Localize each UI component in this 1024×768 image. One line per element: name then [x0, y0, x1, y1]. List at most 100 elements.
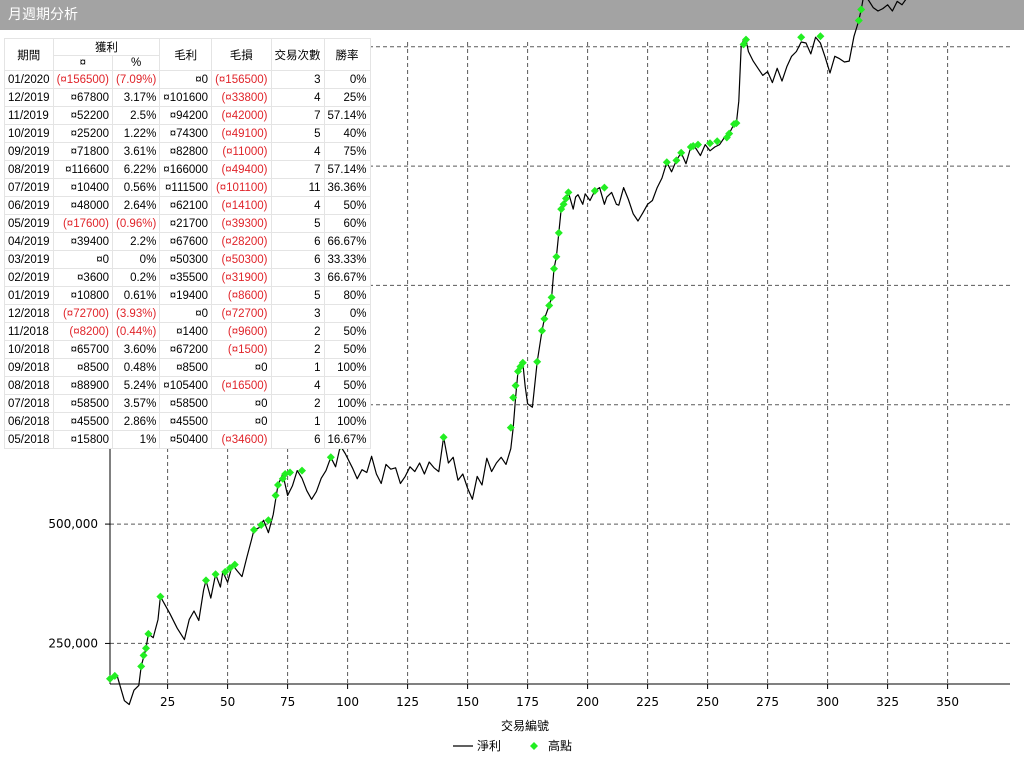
cell-trades: 4 — [270, 376, 325, 395]
cell-gross-profit: ¤74300 — [159, 124, 213, 143]
table-row: 07/2019 ¤10400 0.56% ¤111500 (¤101100) 11 36.3… — [4, 178, 371, 197]
legend-high-point-label: 高點 — [548, 738, 572, 753]
high-point-marker — [600, 183, 609, 192]
cell-profit-pct: (0.44%) — [112, 322, 161, 341]
y-tick-label: 500,000 — [48, 517, 98, 531]
cell-gross-profit: ¤0 — [159, 304, 213, 323]
table-row: 01/2020 (¤156500) (7.09%) ¤0 (¤156500) 3 0% — [4, 70, 371, 89]
high-point-marker — [533, 357, 542, 366]
cell-gross-profit: ¤35500 — [159, 268, 213, 287]
cell-profit-amount: ¤88900 — [52, 376, 114, 395]
cell-period: 02/2019 — [4, 268, 54, 287]
header-gross-profit: 毛利 — [159, 38, 213, 71]
cell-win-rate: 57.14% — [323, 106, 371, 125]
high-point-marker — [547, 293, 556, 302]
cell-win-rate: 40% — [323, 124, 371, 143]
cell-trades: 11 — [270, 178, 325, 197]
x-tick-label: 225 — [636, 695, 659, 709]
cell-gross-loss: (¤42000) — [211, 106, 272, 125]
x-tick-label: 25 — [160, 695, 175, 709]
cell-profit-pct: 3.17% — [112, 88, 161, 107]
x-tick-label: 50 — [220, 695, 235, 709]
cell-profit-pct: 5.24% — [112, 376, 161, 395]
cell-win-rate: 50% — [323, 322, 371, 341]
cell-gross-profit: ¤8500 — [159, 358, 213, 377]
cell-period: 01/2020 — [4, 70, 54, 89]
cell-win-rate: 16.67% — [323, 430, 371, 449]
monthly-performance-table: 期間 獲利 毛利 毛損 交易次數 勝率 ¤ % 01/2020 (¤156500)… — [4, 38, 371, 449]
cell-period: 07/2018 — [4, 394, 54, 413]
cell-gross-loss: (¤14100) — [211, 196, 272, 215]
cell-period: 03/2019 — [4, 250, 54, 269]
high-point-marker — [538, 326, 546, 335]
table-row: 04/2019 ¤39400 2.2% ¤67600 (¤28200) 6 66.67% — [4, 232, 371, 251]
high-point-marker — [144, 629, 153, 638]
high-point-marker — [509, 393, 518, 402]
table-row: 11/2019 ¤52200 2.5% ¤94200 (¤42000) 7 57.14% — [4, 106, 371, 125]
cell-gross-loss: (¤49100) — [211, 124, 272, 143]
y-tick-label: 250,000 — [48, 636, 98, 650]
cell-profit-pct: 2.64% — [112, 196, 161, 215]
cell-win-rate: 33.33% — [323, 250, 371, 269]
cell-gross-loss: (¤1500) — [211, 340, 272, 359]
table-row: 03/2019 ¤0 0% ¤50300 (¤50300) 6 33.33% — [4, 250, 371, 269]
table-row: 09/2019 ¤71800 3.61% ¤82800 (¤11000) 4 75% — [4, 142, 371, 161]
cell-profit-amount: ¤48000 — [52, 196, 114, 215]
cell-win-rate: 100% — [323, 412, 371, 431]
cell-win-rate: 100% — [323, 358, 371, 377]
cell-trades: 1 — [270, 358, 325, 377]
cell-trades: 6 — [270, 232, 325, 251]
cell-period: 05/2018 — [4, 430, 54, 449]
cell-gross-profit: ¤94200 — [159, 106, 213, 125]
cell-period: 12/2018 — [4, 304, 54, 323]
high-point-marker — [564, 188, 573, 197]
table-subheader-row: ¤ % — [5, 55, 371, 71]
cell-period: 09/2018 — [4, 358, 54, 377]
high-point-marker — [264, 516, 273, 525]
high-point-marker — [725, 129, 734, 138]
cell-win-rate: 50% — [323, 196, 371, 215]
cell-profit-amount: (¤156500) — [52, 70, 114, 89]
cell-period: 06/2018 — [4, 412, 54, 431]
cell-period: 04/2019 — [4, 232, 54, 251]
cell-period: 11/2018 — [4, 322, 54, 341]
table-row: 10/2018 ¤65700 3.60% ¤67200 (¤1500) 2 50% — [4, 340, 371, 359]
high-point-marker — [854, 16, 863, 25]
cell-win-rate: 66.67% — [323, 268, 371, 287]
cell-profit-amount: ¤39400 — [52, 232, 114, 251]
cell-gross-loss: (¤8600) — [211, 286, 272, 305]
cell-gross-loss: (¤39300) — [211, 214, 272, 233]
cell-profit-pct: (3.93%) — [112, 304, 161, 323]
cell-gross-loss: (¤9600) — [211, 322, 272, 341]
x-tick-label: 150 — [456, 695, 479, 709]
high-point-marker — [226, 564, 234, 573]
high-point-marker — [221, 567, 230, 576]
cell-trades: 6 — [270, 250, 325, 269]
cell-gross-loss: (¤34600) — [211, 430, 272, 449]
cell-trades: 3 — [270, 268, 325, 287]
cell-gross-loss: (¤101100) — [211, 178, 272, 197]
table-row: 08/2019 ¤116600 6.22% ¤166000 (¤49400) 7 57.14… — [4, 160, 371, 179]
cell-profit-pct: (7.09%) — [112, 70, 161, 89]
cell-trades: 5 — [270, 124, 325, 143]
cell-profit-amount: ¤45500 — [52, 412, 114, 431]
cell-trades: 3 — [270, 70, 325, 89]
cell-gross-loss: (¤50300) — [211, 250, 272, 269]
cell-gross-profit: ¤111500 — [159, 178, 213, 197]
cell-period: 10/2018 — [4, 340, 54, 359]
table-row: 08/2018 ¤88900 5.24% ¤105400 (¤16500) 4 50% — [4, 376, 371, 395]
high-point-marker — [552, 252, 561, 261]
cell-period: 01/2019 — [4, 286, 54, 305]
cell-gross-profit: ¤21700 — [159, 214, 213, 233]
header-period: 期間 — [4, 38, 54, 71]
high-point-marker — [506, 423, 515, 432]
cell-win-rate: 57.14% — [323, 160, 371, 179]
cell-profit-amount: ¤10800 — [52, 286, 114, 305]
cell-profit-pct: 2.86% — [112, 412, 161, 431]
x-tick-label: 100 — [336, 695, 359, 709]
high-point-marker — [550, 264, 558, 273]
cell-gross-profit: ¤166000 — [159, 160, 213, 179]
high-point-marker — [274, 480, 282, 489]
cell-period: 08/2018 — [4, 376, 54, 395]
